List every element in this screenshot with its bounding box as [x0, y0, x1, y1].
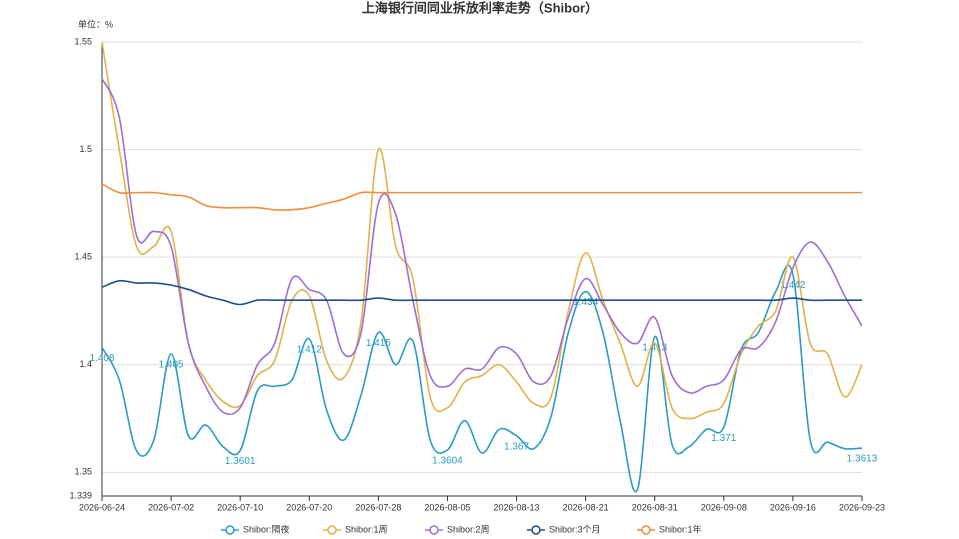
data-label: 1.367: [504, 441, 529, 452]
data-label: 1.412: [297, 345, 322, 356]
legend-label: Shibor:2周: [447, 524, 490, 534]
x-tick-label: 2026-06-24: [79, 502, 125, 512]
y-tick-label: 1.55: [74, 36, 92, 46]
x-tick-label: 2026-07-20: [286, 502, 332, 512]
legend-label: Shibor:3个月: [549, 524, 601, 534]
chart-title: 上海银行间同业拆放利率走势（Shibor）: [362, 0, 598, 15]
legend-label: Shibor:1年: [659, 523, 702, 534]
data-label: 1.442: [780, 280, 805, 291]
legend-label: Shibor:1周: [345, 524, 388, 534]
x-tick-label: 2026-07-28: [355, 502, 401, 512]
legend-marker: [225, 525, 235, 535]
legend-marker: [641, 525, 651, 535]
x-tick-label: 2026-08-05: [424, 502, 470, 512]
legend-marker: [429, 525, 439, 535]
series-line: [101, 279, 862, 306]
x-tick-label: 2026-09-23: [839, 502, 885, 512]
data-label: 1.405: [159, 360, 184, 371]
series-line: [101, 183, 862, 211]
data-label: 1.3613: [847, 454, 878, 465]
data-label: 1.413: [642, 342, 667, 353]
y-unit-label: 单位：%: [78, 18, 113, 29]
x-tick-label: 2026-08-31: [632, 502, 678, 512]
data-label: 1.434: [573, 297, 598, 308]
legend-marker: [531, 525, 541, 535]
y-tick-label: 1.4: [79, 359, 92, 369]
data-label: 1.371: [711, 433, 736, 444]
x-tick-label: 2026-07-02: [148, 502, 194, 512]
series-line: [101, 78, 863, 416]
legend-label: Shibor:隔夜: [243, 523, 290, 534]
data-label: 1.408: [89, 353, 114, 364]
y-tick-label: 1.45: [74, 252, 92, 262]
x-tick-label: 2026-07-10: [217, 502, 263, 512]
x-tick-label: 2026-08-13: [494, 502, 540, 512]
y-tick-label: 1.5: [79, 144, 92, 154]
x-tick-label: 2026-09-16: [770, 502, 816, 512]
series-line: [101, 41, 863, 420]
data-label: 1.415: [366, 338, 391, 349]
y-tick-label: 1.339: [69, 490, 92, 500]
legend-marker: [327, 525, 337, 535]
data-label: 1.3601: [225, 456, 256, 467]
x-tick-label: 2026-09-08: [701, 502, 747, 512]
x-tick-label: 2026-08-21: [563, 502, 609, 512]
y-tick-label: 1.35: [74, 467, 92, 477]
data-label: 1.3604: [432, 456, 463, 467]
